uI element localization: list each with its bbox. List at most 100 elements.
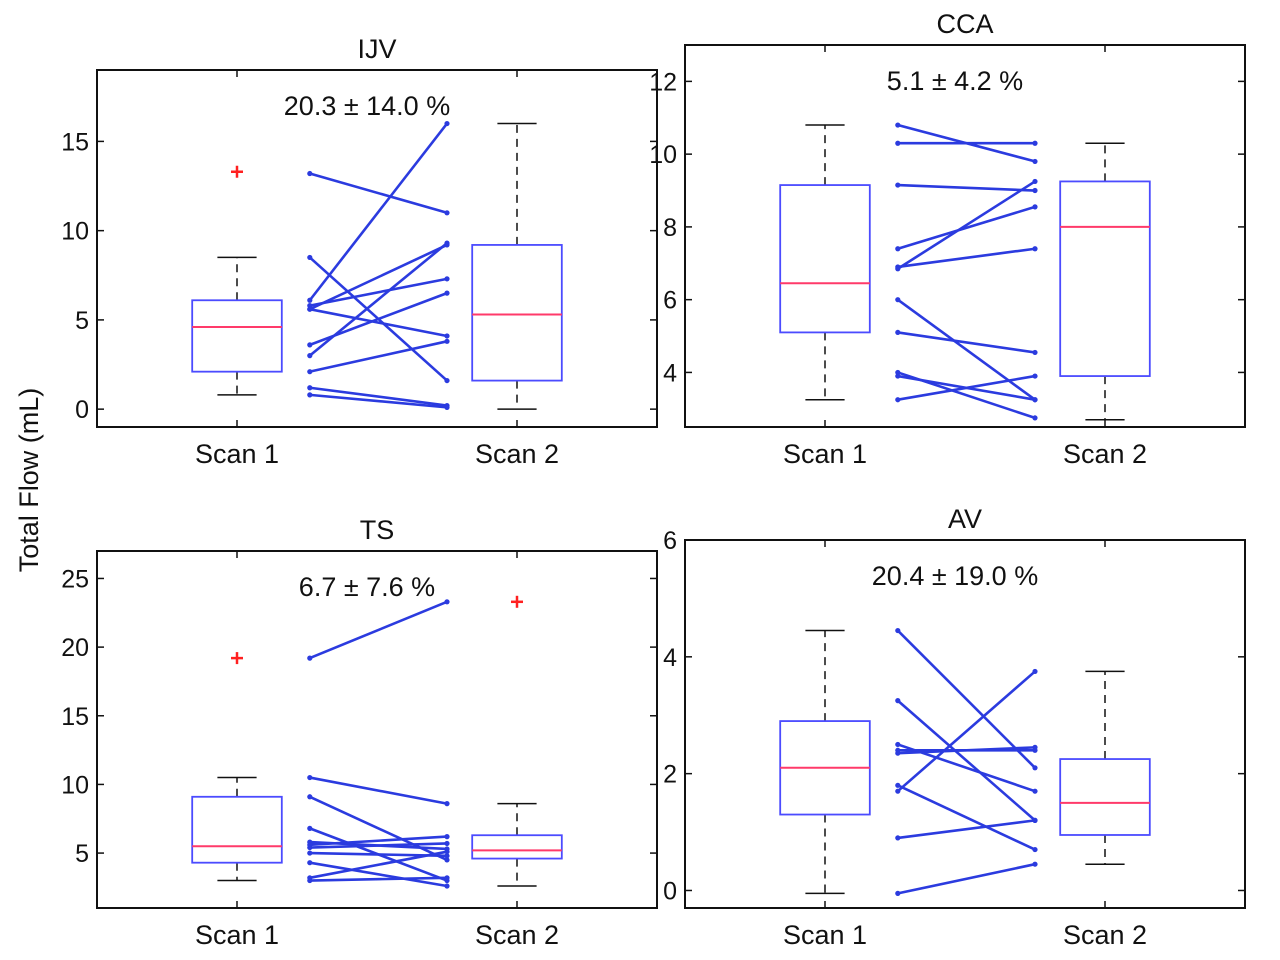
y-axis-label: Total Flow (mL) [14, 388, 44, 573]
paired-point-scan1 [307, 342, 313, 348]
paired-point-scan2 [444, 404, 450, 410]
paired-point-scan2 [1032, 178, 1038, 185]
paired-line [897, 247, 1036, 269]
paired-line [308, 242, 448, 357]
paired-line [309, 386, 448, 407]
paired-lines [895, 122, 1038, 421]
x-tick-label: Scan 1 [195, 439, 279, 469]
paired-point-scan2 [444, 853, 450, 859]
plot-frame [96, 550, 658, 909]
paired-point-scan2 [444, 883, 450, 889]
chart-panel-cca: CCA 5.1 ± 4.2 % 4 6 8 10 12 Scan 1 Scan 2 [649, 9, 1246, 469]
chart-annotation: 6.7 ± 7.6 % [299, 572, 435, 602]
plot-frame [684, 44, 1246, 428]
paired-point-scan1 [895, 741, 901, 748]
paired-point-scan2 [1032, 397, 1038, 403]
paired-line [897, 183, 1036, 192]
box-scan-2 [471, 122, 563, 410]
chart-annotation: 5.1 ± 4.2 % [887, 66, 1023, 96]
paired-line [897, 746, 1036, 755]
paired-point-scan2 [444, 849, 450, 855]
paired-point-scan2 [444, 875, 450, 881]
box-iqr [191, 299, 283, 373]
paired-point-scan1 [307, 850, 313, 856]
paired-point-scan1 [307, 794, 313, 800]
paired-point-scan1 [307, 254, 313, 261]
y-tick-label: 10 [61, 771, 89, 799]
paired-line [309, 861, 448, 888]
paired-point-scan2 [1032, 415, 1038, 421]
outlier-marker [231, 165, 243, 178]
paired-point-scan2 [444, 377, 450, 384]
box-scan-2 [471, 595, 563, 887]
y-tick-label: 12 [649, 68, 677, 96]
paired-point-scan1 [895, 782, 901, 788]
paired-point-scan2 [1032, 765, 1038, 771]
paired-point-scan2 [444, 834, 450, 840]
box-iqr [779, 184, 871, 334]
y-tick-label: 6 [663, 527, 677, 555]
paired-line [896, 699, 1036, 822]
paired-line [309, 776, 448, 805]
paired-point-scan1 [895, 397, 901, 403]
plot-frame [684, 539, 1246, 909]
x-tick-label: Scan 1 [783, 439, 867, 469]
paired-point-scan1 [895, 329, 901, 336]
paired-point-scan1 [307, 385, 313, 391]
paired-point-scan2 [1032, 158, 1038, 165]
paired-point-scan1 [307, 774, 313, 781]
paired-point-scan1 [895, 182, 901, 188]
paired-point-scan1 [895, 122, 901, 128]
y-tick-label: 0 [75, 396, 89, 424]
paired-point-scan1 [307, 297, 313, 303]
paired-point-scan1 [895, 890, 901, 896]
y-tick-label: 25 [61, 565, 89, 593]
paired-line [897, 819, 1036, 840]
y-tick-label: 5 [75, 840, 89, 868]
paired-point-scan1 [307, 655, 313, 661]
paired-point-scan1 [307, 860, 313, 866]
y-tick-label: 4 [663, 359, 677, 387]
paired-point-scan2 [444, 210, 450, 216]
box-iqr [1059, 180, 1151, 377]
paired-point-scan2 [444, 338, 450, 344]
paired-point-scan1 [895, 297, 901, 303]
paired-point-scan1 [307, 303, 313, 309]
paired-point-scan2 [1032, 204, 1038, 210]
y-tick-label: 0 [663, 877, 677, 905]
box-scan-1 [779, 629, 871, 895]
x-tick-label: Scan 1 [195, 920, 279, 950]
paired-point-scan1 [307, 392, 313, 398]
paired-point-scan1 [307, 844, 313, 851]
paired-point-scan2 [444, 840, 450, 847]
paired-lines [307, 599, 450, 889]
x-tick-label: Scan 2 [1063, 920, 1147, 950]
y-tick-label: 5 [75, 307, 89, 335]
paired-point-scan2 [1032, 817, 1038, 823]
paired-point-scan1 [895, 373, 901, 379]
paired-line [309, 393, 448, 409]
box-iqr [471, 244, 563, 382]
paired-point-scan2 [1032, 861, 1038, 867]
y-tick-label: 20 [61, 634, 89, 662]
paired-point-scan2 [444, 276, 450, 282]
x-tick-label: Scan 1 [783, 920, 867, 950]
y-tick-label: 10 [649, 141, 677, 169]
chart-title: AV [948, 504, 982, 534]
x-tick-label: Scan 2 [475, 920, 559, 950]
paired-line [309, 600, 448, 660]
paired-point-scan1 [895, 627, 901, 634]
paired-point-scan2 [444, 801, 450, 807]
paired-line [309, 340, 448, 373]
chart-annotation: 20.3 ± 14.0 % [284, 91, 450, 121]
chart-title: CCA [936, 9, 993, 39]
paired-point-scan1 [895, 266, 901, 272]
paired-line [897, 374, 1036, 401]
paired-point-scan1 [307, 825, 313, 831]
box-scan-1 [191, 652, 283, 882]
chart-panel-ijv: IJV 20.3 ± 14.0 % 0 5 10 15 Scan 1 Scan 2 [61, 34, 658, 469]
paired-point-scan2 [1032, 373, 1038, 379]
x-tick-label: Scan 2 [1063, 439, 1147, 469]
paired-point-scan1 [307, 170, 313, 177]
paired-point-scan2 [444, 857, 450, 863]
